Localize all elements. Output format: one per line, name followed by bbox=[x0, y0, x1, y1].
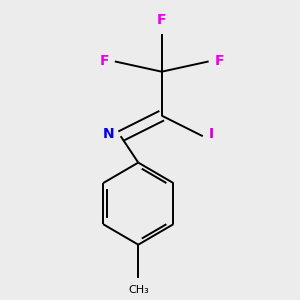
Text: F: F bbox=[99, 54, 109, 68]
Text: F: F bbox=[214, 54, 224, 68]
Text: I: I bbox=[209, 127, 214, 141]
Text: F: F bbox=[157, 13, 166, 27]
Text: CH₃: CH₃ bbox=[128, 285, 148, 295]
Text: N: N bbox=[103, 127, 114, 141]
